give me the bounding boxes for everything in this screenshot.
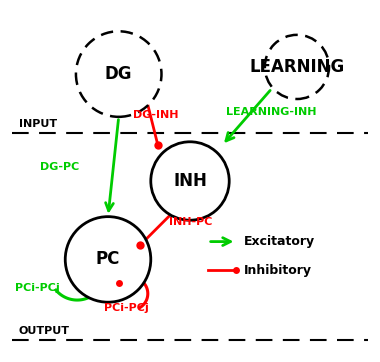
Circle shape [151,142,229,220]
Text: DG: DG [105,65,133,83]
Text: Inhibitory: Inhibitory [244,264,312,277]
Circle shape [265,35,329,99]
Circle shape [65,216,151,302]
Text: PCi-PCj: PCi-PCj [15,283,60,293]
Text: DG-PC: DG-PC [40,162,79,172]
Text: INPUT: INPUT [19,119,57,129]
Text: INH-PC: INH-PC [169,217,212,227]
Text: OUTPUT: OUTPUT [19,326,70,336]
Text: INH: INH [173,172,207,190]
Text: LEARNING: LEARNING [249,58,345,76]
Text: PCi-PCj: PCi-PCj [105,303,149,313]
Text: LEARNING-INH: LEARNING-INH [226,107,316,117]
Text: PC: PC [96,251,120,268]
Text: Excitatory: Excitatory [244,235,315,248]
Circle shape [76,31,162,117]
Text: DG-INH: DG-INH [133,110,179,121]
